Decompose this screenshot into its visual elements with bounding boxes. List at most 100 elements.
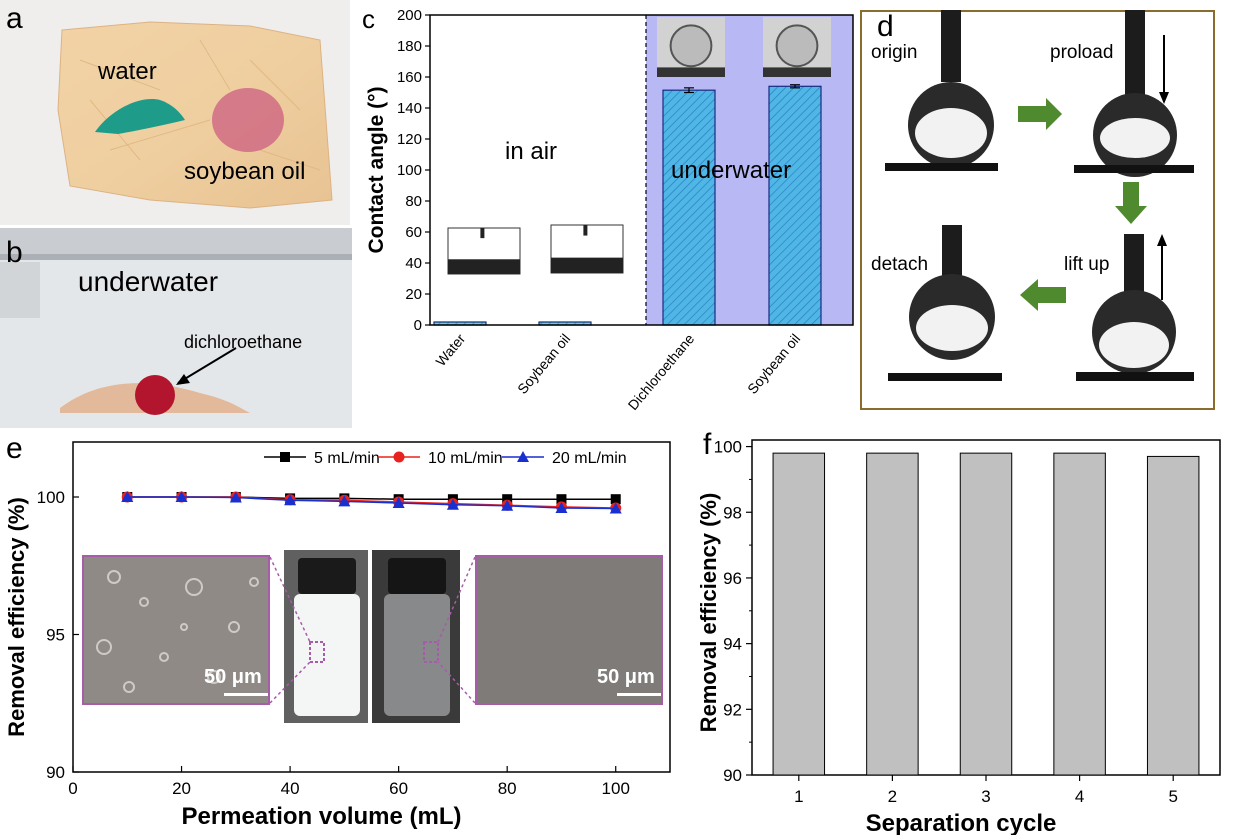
x-tick-label-1: 1 xyxy=(794,787,803,806)
droplet-origin xyxy=(885,10,998,171)
micrograph-feed-bubbles xyxy=(96,570,268,696)
series-3-point-9 xyxy=(555,502,568,513)
inset-surface-3 xyxy=(763,67,831,77)
panel-a-label-soybean-oil: soybean oil xyxy=(184,158,306,185)
panel-d-letter: d xyxy=(877,10,894,43)
micrograph-feed xyxy=(82,555,270,705)
y-tick-label-20: 20 xyxy=(405,286,422,303)
y-tick-label-94: 94 xyxy=(723,635,742,654)
x-tick-label-2: 2 xyxy=(888,787,897,806)
y-tick-label-92: 92 xyxy=(723,700,742,719)
y-tick-label-95: 95 xyxy=(46,626,65,645)
x-tick-label-3: Dichloroethane xyxy=(625,330,698,413)
arrow-left xyxy=(1020,279,1066,311)
micrograph-feed-scale: 50 μm xyxy=(204,666,262,688)
legend-label-2: 10 mL/min xyxy=(428,450,503,467)
y-tick-label-98: 98 xyxy=(723,503,742,522)
y-tick-label-100: 100 xyxy=(714,438,742,457)
panel-b-label-dichloroethane: dichloroethane xyxy=(184,332,303,352)
series-3-point-1 xyxy=(121,491,134,502)
legend-label-3: 20 mL/min xyxy=(552,450,627,467)
inset-substrate-0 xyxy=(448,259,520,274)
legend-marker-1 xyxy=(280,452,290,462)
panel-d-figure xyxy=(860,10,1215,410)
series-1-point-9 xyxy=(556,494,567,505)
series-3-point-4 xyxy=(284,494,297,506)
panel-f-y-axis-title: Removal efficiency (%) xyxy=(696,493,721,733)
x-tick-label-100: 100 xyxy=(602,779,630,798)
micrograph-filtrate-scalebar xyxy=(617,693,661,696)
droplet-detach xyxy=(888,225,1002,381)
panel-f-chart: 1 2 3 4 5 90 92 94 96 98 100 Separation cycle Remova… xyxy=(696,438,1221,835)
panel-d-label-lift-up: lift up xyxy=(1064,254,1110,275)
x-tick-label-0: 0 xyxy=(68,779,77,798)
panel-b-letter: b xyxy=(6,236,23,269)
panel-e-y-axis-title: Removal efficiency (%) xyxy=(4,497,29,737)
x-tick-label-80: 80 xyxy=(498,779,517,798)
x-tick-label-4: Soybean oil xyxy=(744,331,803,397)
droplet-proload xyxy=(1074,10,1194,177)
panel-d-label-detach: detach xyxy=(871,254,929,275)
legend-marker-3 xyxy=(517,451,529,462)
panel-b-drawing xyxy=(0,228,352,415)
y-tick-label-100: 100 xyxy=(37,488,65,507)
paper-sheet xyxy=(57,21,333,209)
vial-feed-drawing xyxy=(294,558,360,716)
legend-marker-2 xyxy=(393,451,405,463)
inset-drop-2 xyxy=(669,24,713,68)
series-1-point-8 xyxy=(502,494,513,505)
series-3-point-6 xyxy=(392,497,405,509)
panel-e-letter: e xyxy=(6,432,23,465)
panel-e-x-axis-title: Permeation volume (mL) xyxy=(181,803,461,830)
y-tick-label-96: 96 xyxy=(723,569,742,588)
panel-a-label-water: water xyxy=(98,58,157,85)
x-tick-label-5: 5 xyxy=(1168,787,1177,806)
bar-cycle-1 xyxy=(772,452,826,776)
panel-d-label-proload: proload xyxy=(1050,42,1114,63)
vial-filtrate-drawing xyxy=(384,558,450,716)
bar-cycle-5 xyxy=(1146,455,1200,776)
droplet-lift-up xyxy=(1076,234,1194,381)
inset-surface-2 xyxy=(657,67,725,77)
panel-c-annotation-in-air: in air xyxy=(505,138,558,165)
y-tick-label-90: 90 xyxy=(723,766,742,785)
y-tick-label-100: 100 xyxy=(397,162,422,179)
y-tick-label-0: 0 xyxy=(414,317,422,334)
series-3-point-7 xyxy=(446,498,459,510)
water-droplet xyxy=(95,99,185,134)
y-tick-label-90: 90 xyxy=(46,763,65,782)
panel-b-photo xyxy=(0,228,352,428)
panel-c-letter: c xyxy=(362,4,375,34)
arrow-down xyxy=(1115,182,1147,224)
panel-f-x-axis-title: Separation cycle xyxy=(866,810,1057,835)
bar-contact-angle-3 xyxy=(662,89,716,326)
micrograph-filtrate xyxy=(475,555,663,705)
y-tick-label-80: 80 xyxy=(405,193,422,210)
bar-cycle-2 xyxy=(866,452,919,776)
series-3-point-3 xyxy=(229,491,242,503)
x-tick-label-20: 20 xyxy=(172,779,191,798)
x-tick-label-4: 4 xyxy=(1075,787,1084,806)
panel-f-letter: f xyxy=(703,428,712,461)
y-tick-label-200: 200 xyxy=(397,7,422,24)
series-1-point-10 xyxy=(610,494,621,505)
series-3-point-10 xyxy=(609,502,622,514)
series-3-point-8 xyxy=(501,499,514,511)
vial-filtrate xyxy=(372,550,460,723)
panel-a-letter: a xyxy=(6,2,23,35)
inset-drop-3 xyxy=(775,24,819,68)
panel-c-annotation-underwater: underwater xyxy=(671,157,792,184)
legend-label-1: 5 mL/min xyxy=(314,450,380,467)
series-3-point-5 xyxy=(338,495,351,507)
bar-cycle-4 xyxy=(1053,452,1106,776)
micrograph-filtrate-scale: 50 μm xyxy=(597,666,655,688)
vial-feed xyxy=(284,550,368,723)
y-tick-label-140: 140 xyxy=(397,100,422,117)
series-line-3 xyxy=(127,496,616,510)
arrow-right xyxy=(1018,98,1062,130)
y-tick-label-180: 180 xyxy=(397,38,422,55)
x-tick-label-3: 3 xyxy=(981,787,990,806)
panel-a-photo xyxy=(0,0,350,225)
inset-needle-1 xyxy=(583,225,588,236)
y-tick-label-60: 60 xyxy=(405,224,422,241)
